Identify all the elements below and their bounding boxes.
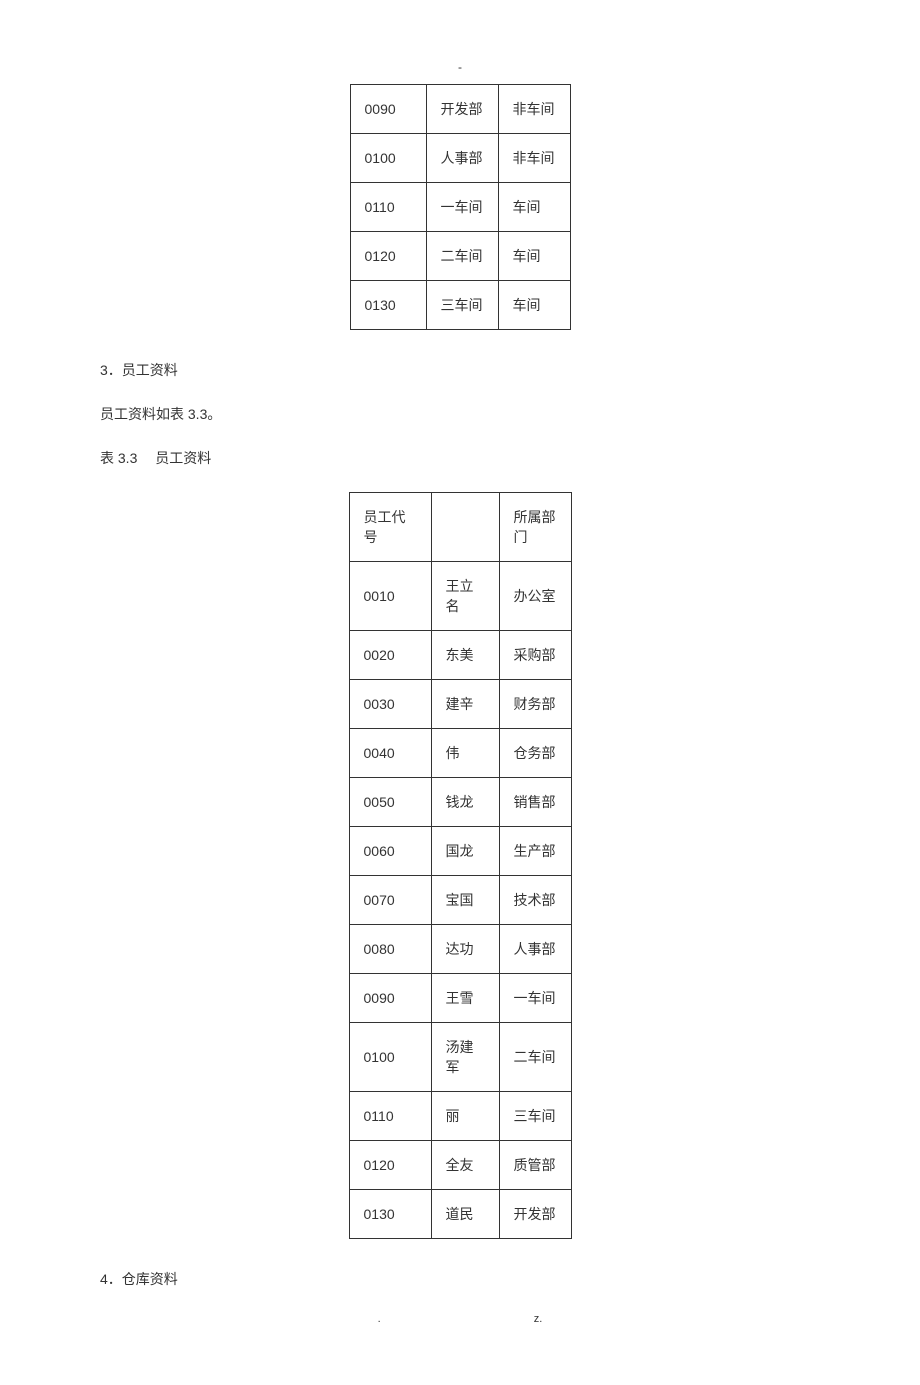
table-cell: 仓务部	[499, 729, 571, 778]
table-cell: 0070	[349, 876, 431, 925]
employee-table: 员工代号所属部门0010王立名办公室0020东美采购部0030建辛财务部0040…	[349, 492, 572, 1239]
table-cell: 一车间	[499, 974, 571, 1023]
table-cell: 0090	[349, 974, 431, 1023]
section-3-heading: 3．员工资料	[100, 360, 820, 380]
table-cell: 车间	[498, 232, 570, 281]
table-row: 0090王雪一车间	[349, 974, 571, 1023]
table-cell: 0040	[349, 729, 431, 778]
table-row: 0100人事部非车间	[350, 134, 570, 183]
table-header-cell: 所属部门	[499, 493, 571, 562]
table-cell: 钱龙	[431, 778, 499, 827]
table-cell: 非车间	[498, 85, 570, 134]
table-cell: 0080	[349, 925, 431, 974]
table-cell: 0100	[350, 134, 426, 183]
table-cell: 办公室	[499, 562, 571, 631]
table-cell: 伟	[431, 729, 499, 778]
table-cell: 东美	[431, 631, 499, 680]
table-cell: 技术部	[499, 876, 571, 925]
table-cell: 宝国	[431, 876, 499, 925]
table-header-row: 员工代号所属部门	[349, 493, 571, 562]
table-3-3-caption: 表 3.3 员工资料	[100, 448, 820, 468]
table-cell: 0120	[350, 232, 426, 281]
table-cell: 0110	[350, 183, 426, 232]
table-cell: 非车间	[498, 134, 570, 183]
table-cell: 0130	[350, 281, 426, 330]
table-cell: 开发部	[499, 1190, 571, 1239]
page-header-dash: -	[100, 60, 820, 74]
section-4-heading: 4．仓库资料	[100, 1269, 820, 1289]
table-row: 0050钱龙销售部	[349, 778, 571, 827]
table-cell: 0110	[349, 1092, 431, 1141]
table-cell: 0100	[349, 1023, 431, 1092]
table-header-cell	[431, 493, 499, 562]
table-cell: 财务部	[499, 680, 571, 729]
table-cell: 0120	[349, 1141, 431, 1190]
table-row: 0120二车间车间	[350, 232, 570, 281]
table-cell: 二车间	[499, 1023, 571, 1092]
table-cell: 0020	[349, 631, 431, 680]
table-cell: 三车间	[426, 281, 498, 330]
table-row: 0130道民开发部	[349, 1190, 571, 1239]
table-cell: 采购部	[499, 631, 571, 680]
table-row: 0120全友质管部	[349, 1141, 571, 1190]
table-cell: 国龙	[431, 827, 499, 876]
table-cell: 建辛	[431, 680, 499, 729]
table-row: 0060国龙生产部	[349, 827, 571, 876]
table-cell: 二车间	[426, 232, 498, 281]
table-row: 0080达功人事部	[349, 925, 571, 974]
table-cell: 人事部	[499, 925, 571, 974]
table-cell: 一车间	[426, 183, 498, 232]
table-cell: 王雪	[431, 974, 499, 1023]
table-cell: 三车间	[499, 1092, 571, 1141]
section-3-paragraph: 员工资料如表 3.3。	[100, 404, 820, 424]
table-cell: 王立名	[431, 562, 499, 631]
department-table: 0090开发部非车间0100人事部非车间0110一车间车间0120二车间车间01…	[350, 84, 571, 330]
table-cell: 丽	[431, 1092, 499, 1141]
table-cell: 车间	[498, 183, 570, 232]
table-cell: 0060	[349, 827, 431, 876]
table-row: 0090开发部非车间	[350, 85, 570, 134]
table-header-cell: 员工代号	[349, 493, 431, 562]
table-cell: 0130	[349, 1190, 431, 1239]
table-cell: 道民	[431, 1190, 499, 1239]
table-row: 0100汤建军二车间	[349, 1023, 571, 1092]
table-row: 0040伟仓务部	[349, 729, 571, 778]
table-cell: 开发部	[426, 85, 498, 134]
table-cell: 生产部	[499, 827, 571, 876]
table-cell: 0010	[349, 562, 431, 631]
table-row: 0110丽三车间	[349, 1092, 571, 1141]
table-row: 0010王立名办公室	[349, 562, 571, 631]
table-cell: 汤建军	[431, 1023, 499, 1092]
table-row: 0110一车间车间	[350, 183, 570, 232]
table-cell: 0050	[349, 778, 431, 827]
table-cell: 0090	[350, 85, 426, 134]
table-cell: 质管部	[499, 1141, 571, 1190]
table-cell: 全友	[431, 1141, 499, 1190]
table-row: 0070宝国技术部	[349, 876, 571, 925]
table-cell: 车间	[498, 281, 570, 330]
table-row: 0130三车间车间	[350, 281, 570, 330]
table-cell: 人事部	[426, 134, 498, 183]
table-cell: 0030	[349, 680, 431, 729]
table-row: 0020东美采购部	[349, 631, 571, 680]
table-cell: 销售部	[499, 778, 571, 827]
table-row: 0030建辛财务部	[349, 680, 571, 729]
footer-left-mark: .	[378, 1313, 381, 1325]
footer-right-mark: z.	[534, 1313, 543, 1325]
page-footer: . z.	[100, 1313, 820, 1325]
table-cell: 达功	[431, 925, 499, 974]
